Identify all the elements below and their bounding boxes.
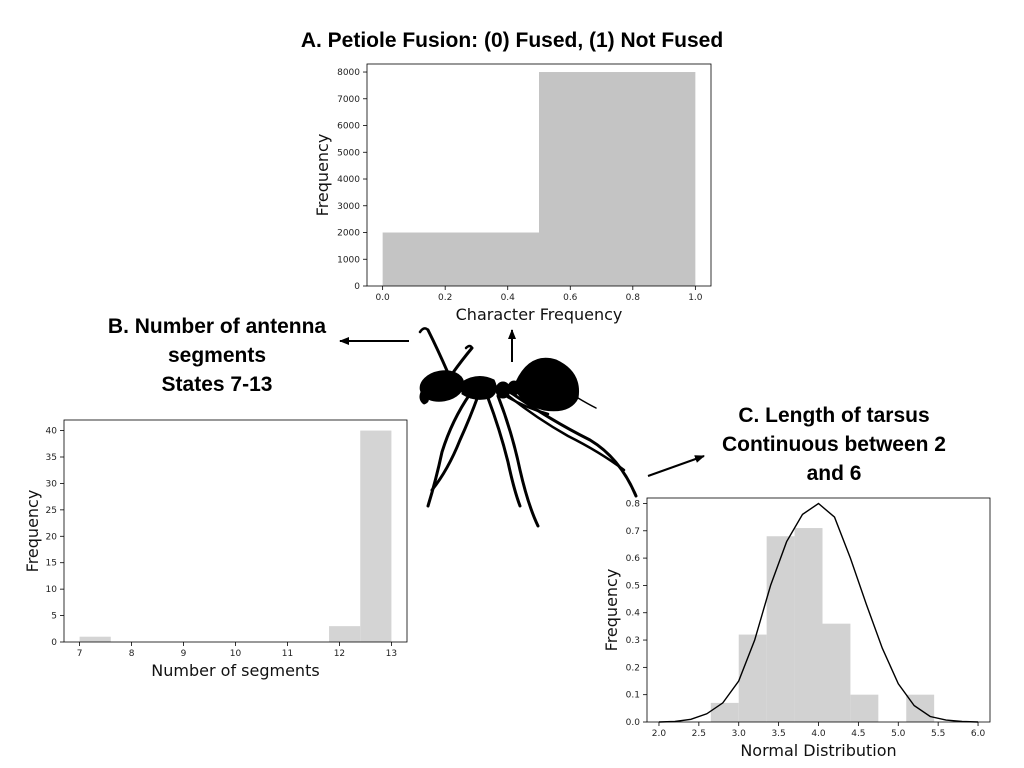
- y-tick-label: 0.8: [626, 499, 641, 509]
- histogram-bar: [329, 626, 361, 642]
- y-axis-label: Frequency: [602, 569, 621, 652]
- y-tick-label: 15: [46, 559, 57, 569]
- x-tick-label: 0.4: [501, 293, 516, 303]
- y-tick-label: 8000: [337, 68, 360, 78]
- x-tick-label: 11: [282, 649, 293, 659]
- x-tick-label: 5.0: [891, 729, 906, 739]
- y-tick-label: 0.1: [626, 691, 640, 701]
- y-axis-label: Frequency: [313, 134, 332, 217]
- ant-silhouette-icon: [418, 327, 638, 528]
- histogram-bar: [360, 430, 392, 642]
- y-tick-label: 10: [46, 585, 58, 595]
- y-tick-label: 0.2: [626, 663, 640, 673]
- histogram-bar: [850, 694, 879, 722]
- chart-c-title-line-3: and 6: [806, 462, 862, 485]
- x-tick-label: 1.0: [688, 293, 703, 303]
- x-axis-label: Normal Distribution: [740, 741, 896, 760]
- x-tick-label: 4.0: [811, 729, 826, 739]
- plot-frame: [63, 419, 408, 643]
- y-tick-label: 7000: [337, 95, 360, 105]
- y-tick-label: 0.0: [626, 718, 641, 728]
- histogram-bar: [822, 623, 851, 722]
- x-tick-label: 3.0: [732, 729, 747, 739]
- density-curve: [658, 502, 979, 723]
- chart-a-petiole-fusion: 0.0 0.2 0.4 0.6 0.8 1.0 0 1000 2000 3000 4000 5000 6…: [313, 63, 712, 324]
- arrow-to-chart-c: [647, 455, 705, 477]
- chart-c-title-line-2: Continuous between 2: [721, 433, 946, 456]
- histogram-bar: [79, 636, 111, 642]
- x-tick-label: 13: [386, 649, 397, 659]
- x-tick-label: 5.5: [931, 729, 945, 739]
- y-tick-label: 35: [46, 453, 57, 463]
- y-tick-label: 4000: [337, 175, 360, 185]
- y-tick-label: 5: [51, 612, 57, 622]
- y-tick-label: 20: [46, 532, 58, 542]
- y-tick-label: 5000: [337, 148, 360, 158]
- y-axis-label: Frequency: [23, 490, 42, 573]
- y-tick-label: 0.5: [626, 581, 640, 591]
- x-axis-label: Character Frequency: [456, 305, 623, 324]
- x-tick-label: 2.0: [652, 729, 667, 739]
- chart-c-title: C. Length of tarsus Continuous between 2…: [690, 401, 978, 488]
- x-tick-label: 7: [77, 649, 83, 659]
- y-tick-label: 0.4: [626, 609, 641, 619]
- histogram-bar: [738, 634, 767, 722]
- chart-a-title: A. Petiole Fusion: (0) Fused, (1) Not Fu…: [300, 29, 724, 52]
- x-tick-label: 3.5: [771, 729, 785, 739]
- x-tick-label: 4.5: [851, 729, 865, 739]
- plot-frame: [366, 63, 712, 287]
- x-tick-label: 9: [181, 649, 187, 659]
- chart-c-title-line-1: C. Length of tarsus: [738, 404, 930, 427]
- y-tick-label: 2000: [337, 229, 360, 239]
- y-tick-label: 0.7: [626, 527, 640, 537]
- y-tick-label: 3000: [337, 202, 360, 212]
- y-tick-label: 0.3: [626, 636, 640, 646]
- chart-c-tarsus-length: 2.0 2.5 3.0 3.5 4.0 4.5 5.0 5.5 6.0 0.0 0.1 0.2 0.3 0…: [602, 497, 991, 760]
- x-tick-label: 10: [230, 649, 242, 659]
- x-tick-label: 12: [334, 649, 345, 659]
- y-tick-label: 0: [354, 282, 360, 292]
- histogram-bar: [794, 528, 823, 722]
- y-tick-label: 25: [46, 506, 57, 516]
- histogram-bar: [906, 694, 935, 722]
- histogram-bar: [539, 72, 696, 286]
- y-tick-label: 1000: [337, 255, 360, 265]
- y-tick-label: 40: [46, 427, 58, 437]
- x-tick-label: 6.0: [971, 729, 986, 739]
- histogram-bar: [766, 536, 795, 722]
- histogram-bar: [710, 702, 739, 722]
- chart-b-title-line-3: States 7-13: [161, 373, 273, 396]
- y-tick-label: 6000: [337, 122, 360, 132]
- chart-b-title-line-2: segments: [167, 344, 267, 367]
- x-axis-label: Number of segments: [151, 661, 319, 680]
- histogram-bar: [382, 232, 539, 286]
- y-tick-label: 0.6: [626, 554, 641, 564]
- chart-b-title: B. Number of antenna segments States 7-1…: [72, 312, 362, 399]
- y-tick-label: 0: [51, 638, 57, 648]
- chart-b-antenna-segments: 7 8 9 10 11 12 13 0 5 10 15 20 25 30 35 40 Number of seg…: [23, 419, 408, 680]
- x-tick-label: 0.8: [626, 293, 641, 303]
- x-tick-label: 2.5: [692, 729, 706, 739]
- x-tick-label: 0.0: [375, 293, 390, 303]
- chart-b-title-line-1: B. Number of antenna: [107, 315, 327, 338]
- x-tick-label: 0.6: [563, 293, 578, 303]
- x-tick-label: 0.2: [438, 293, 452, 303]
- y-tick-label: 30: [46, 479, 58, 489]
- x-tick-label: 8: [129, 649, 135, 659]
